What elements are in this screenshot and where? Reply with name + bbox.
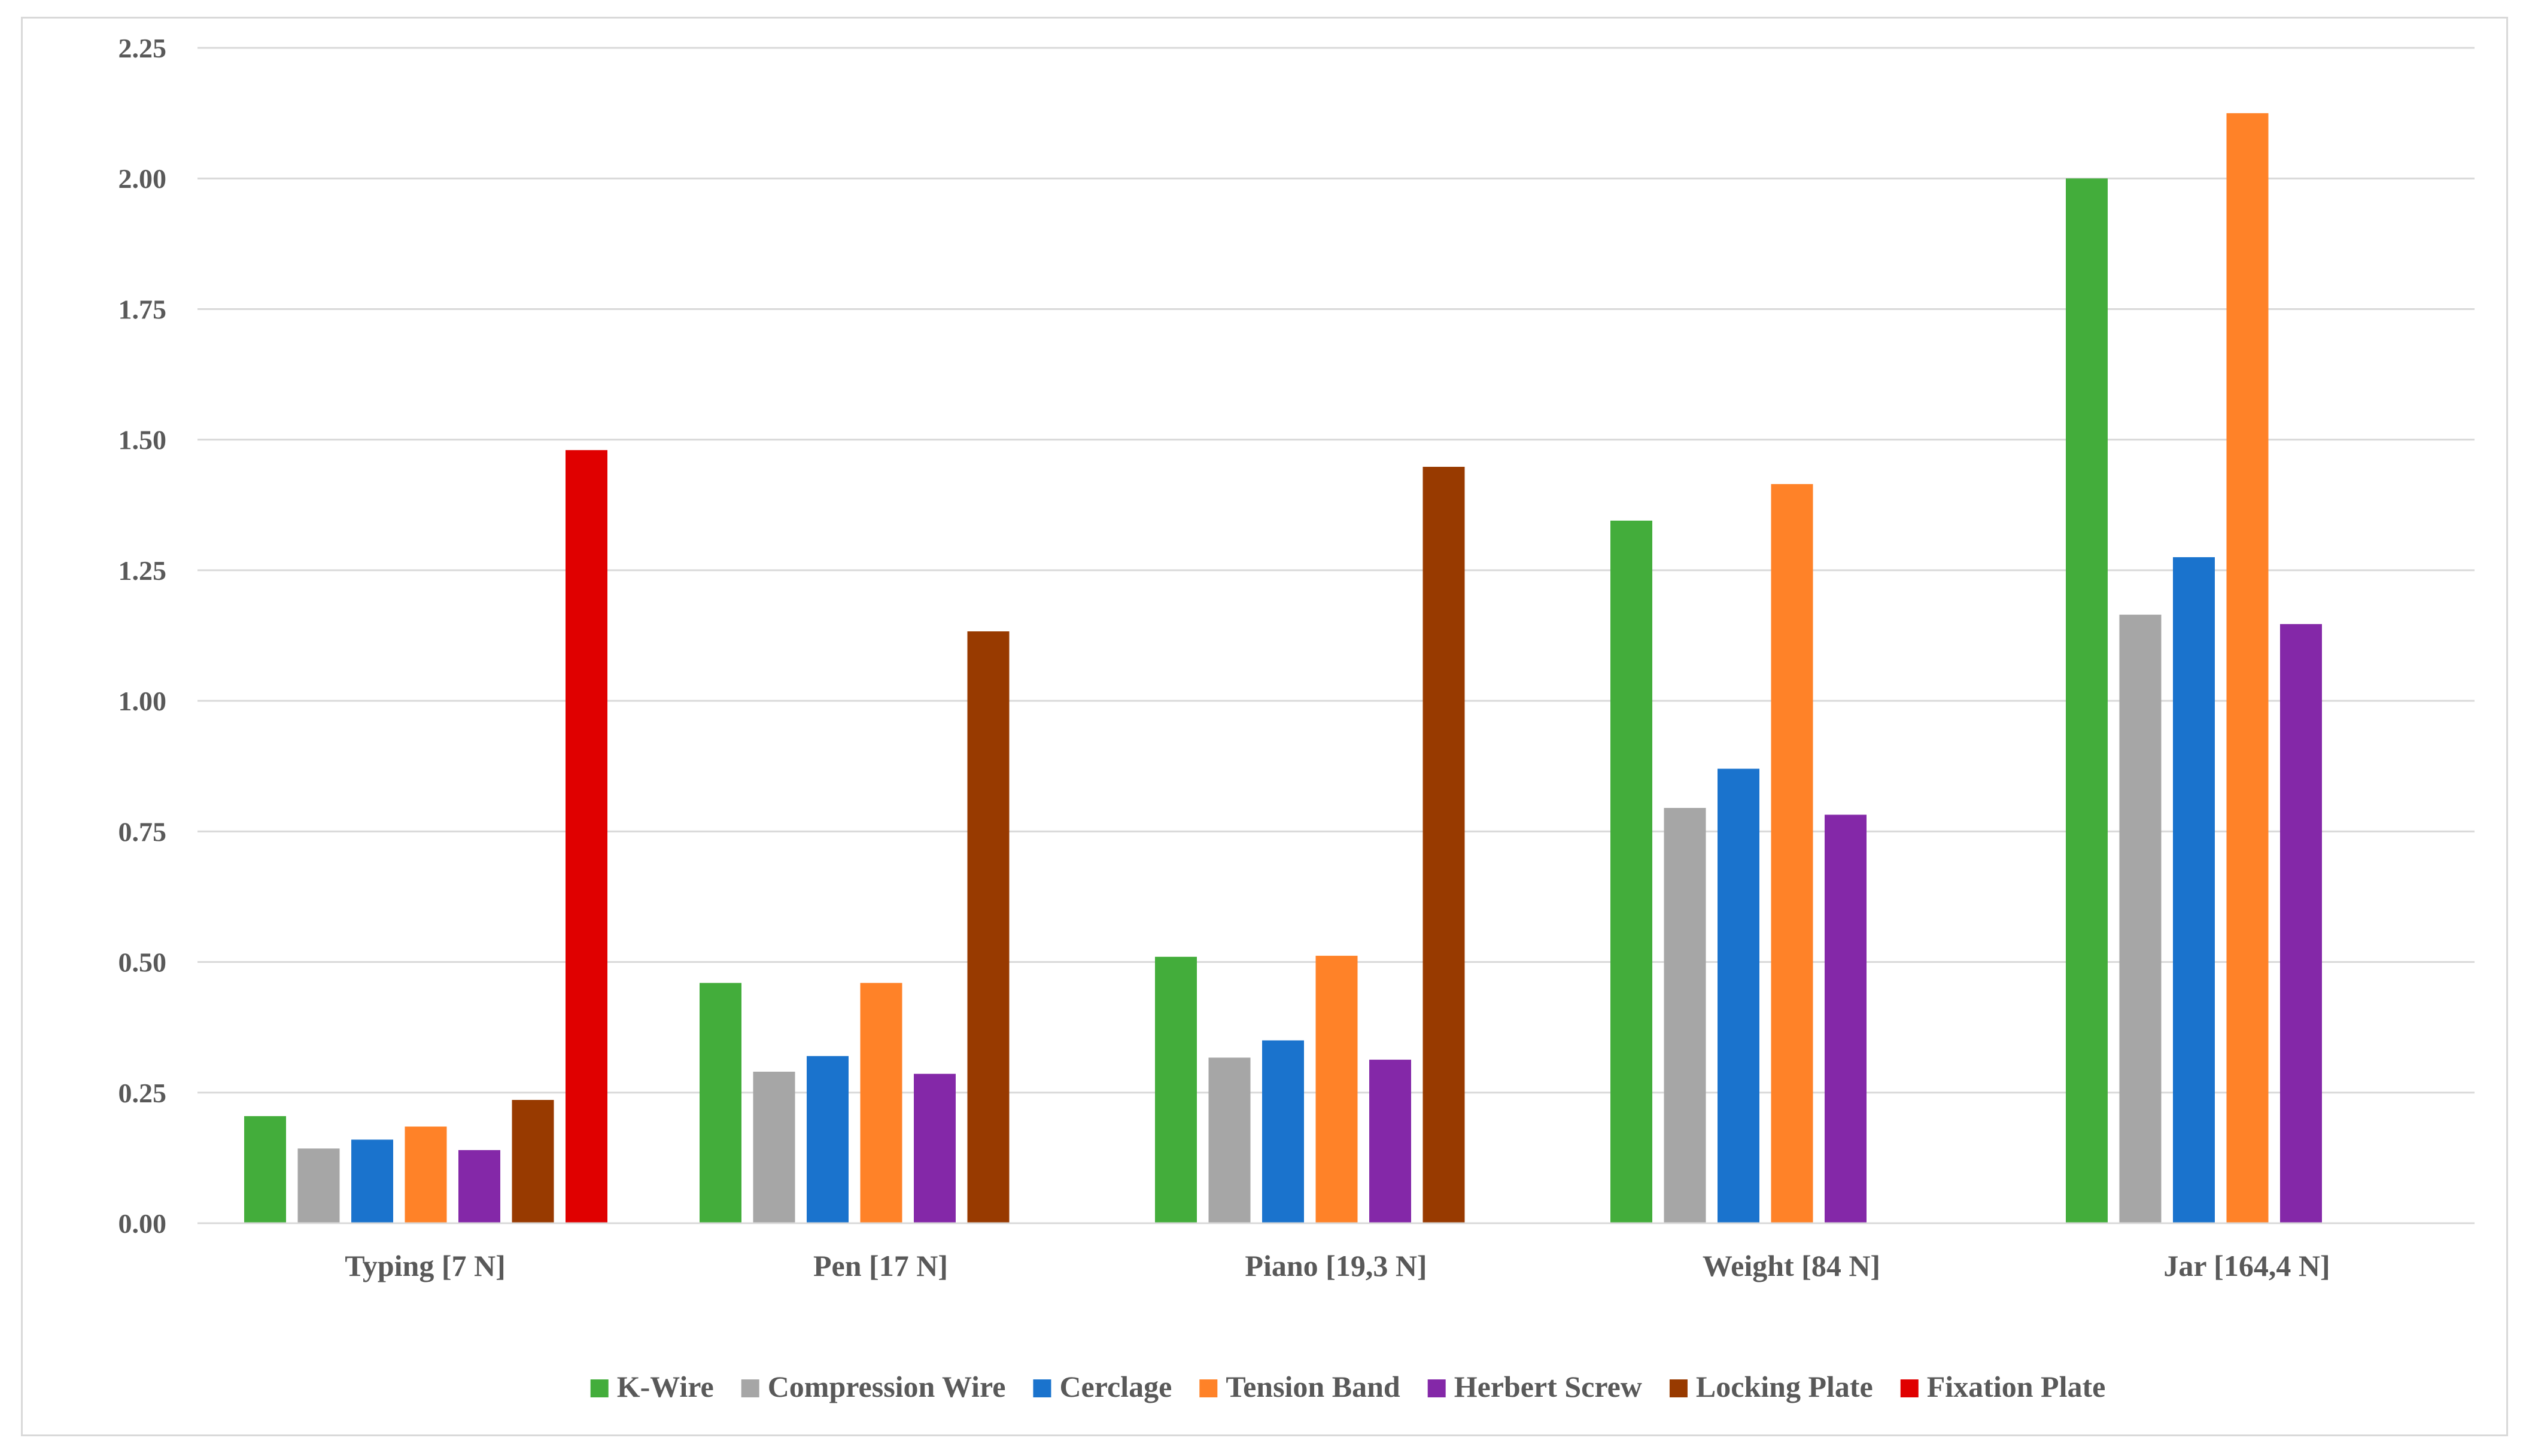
y-tick-label: 1.50 (118, 425, 167, 455)
x-category-label: Pen [17 N] (813, 1249, 948, 1282)
bar-cerclage (807, 1056, 849, 1223)
bar-herbert-screw (1369, 1059, 1411, 1223)
bar-herbert-screw (2280, 624, 2322, 1223)
x-category-label: Piano [19,3 N] (1245, 1249, 1427, 1282)
bar-locking-plate (967, 631, 1010, 1223)
y-axis-tick-labels: 0.00 0.25 0.50 0.75 1.00 1.25 1.50 1.75 2.00 2.25 (118, 33, 167, 1239)
bar-tension-band (2226, 113, 2269, 1224)
x-category-label: Typing [7 N] (345, 1249, 506, 1282)
bar-cerclage (1718, 768, 1759, 1223)
legend-label: K-Wire (617, 1370, 714, 1403)
y-tick-label: 0.00 (118, 1208, 167, 1239)
bars (244, 113, 2322, 1224)
bar-compression-wire (2119, 615, 2162, 1223)
bar-compression-wire (297, 1148, 340, 1223)
bar-compression-wire (1664, 808, 1706, 1223)
bar-tension-band (405, 1126, 447, 1223)
y-tick-label: 2.25 (118, 33, 167, 63)
bar-k-wire (700, 983, 741, 1223)
bar-locking-plate (1422, 467, 1465, 1223)
bar-tension-band (1315, 956, 1358, 1223)
legend-swatch (1427, 1379, 1446, 1397)
y-tick-label: 1.75 (118, 294, 167, 324)
bar-herbert-screw (1825, 814, 1867, 1223)
bar-compression-wire (1208, 1057, 1251, 1223)
y-tick-label: 0.50 (118, 947, 167, 978)
y-tick-label: 0.25 (118, 1078, 167, 1108)
bar-herbert-screw (914, 1074, 956, 1223)
x-category-label: Weight [84 N] (1703, 1249, 1880, 1282)
bar-compression-wire (753, 1071, 795, 1223)
y-tick-label: 1.25 (118, 555, 167, 586)
legend-swatch (1669, 1379, 1688, 1397)
bar-cerclage (2173, 557, 2215, 1223)
bar-locking-plate (512, 1099, 554, 1223)
bar-k-wire (244, 1116, 286, 1223)
legend-label: Fixation Plate (1927, 1370, 2106, 1403)
x-category-label: Jar [164,4 N] (2163, 1249, 2330, 1282)
legend-swatch (1199, 1379, 1218, 1397)
legend: K-Wire Compression Wire Cerclage Tension Ba… (590, 1370, 2106, 1403)
bar-k-wire (2066, 178, 2108, 1224)
y-tick-label: 1.00 (118, 686, 167, 716)
bar-cerclage (1262, 1040, 1304, 1223)
bar-cerclage (351, 1139, 393, 1223)
legend-label: Herbert Screw (1454, 1370, 1642, 1403)
legend-swatch (741, 1379, 759, 1397)
legend-swatch (1033, 1379, 1051, 1397)
bar-herbert-screw (458, 1150, 500, 1223)
legend-swatch (590, 1379, 609, 1397)
legend-label: Locking Plate (1696, 1370, 1873, 1403)
bar-fixation-plate (566, 450, 607, 1223)
x-axis-category-labels: Typing [7 N] Pen [17 N] Piano [19,3 N] Weig… (345, 1249, 2330, 1282)
bar-tension-band (1771, 484, 1813, 1223)
y-tick-label: 0.75 (118, 816, 167, 847)
legend-label: Tension Band (1226, 1370, 1400, 1403)
bar-k-wire (1155, 956, 1197, 1223)
bar-k-wire (1610, 520, 1652, 1224)
legend-swatch (1900, 1379, 1919, 1397)
bar-tension-band (860, 983, 902, 1223)
y-tick-label: 2.00 (118, 163, 167, 194)
legend-label: Compression Wire (768, 1370, 1006, 1403)
legend-label: Cerclage (1059, 1370, 1172, 1403)
